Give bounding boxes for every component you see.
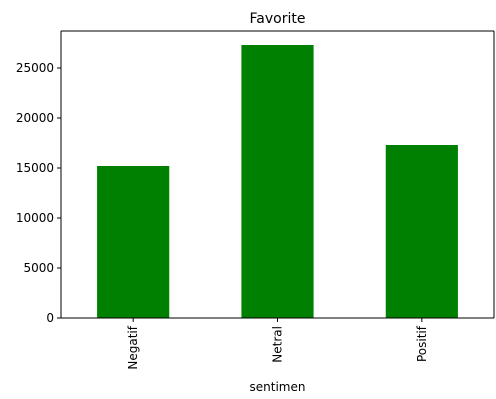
- y-tick-label: 5000: [23, 261, 54, 275]
- x-axis-title: sentimen: [250, 380, 306, 394]
- bars-layer: [97, 45, 458, 318]
- x-tick-label-netral: Netral: [271, 326, 285, 363]
- x-tick-label-negatif: Negatif: [126, 325, 140, 369]
- y-tick-label: 10000: [16, 211, 54, 225]
- bar-netral: [241, 45, 314, 318]
- ticks-layer: 0 5000 10000 15000 20000 25000 Negatif Netral Po…: [16, 61, 429, 370]
- y-tick-label: 15000: [16, 161, 54, 175]
- bar-positif: [385, 145, 458, 318]
- bar-negatif: [97, 166, 170, 318]
- y-tick-label: 25000: [16, 61, 54, 75]
- y-tick-label: 0: [46, 311, 54, 325]
- x-tick-label-positif: Positif: [415, 325, 429, 362]
- chart-title: Favorite: [250, 11, 306, 27]
- y-tick-label: 20000: [16, 111, 54, 125]
